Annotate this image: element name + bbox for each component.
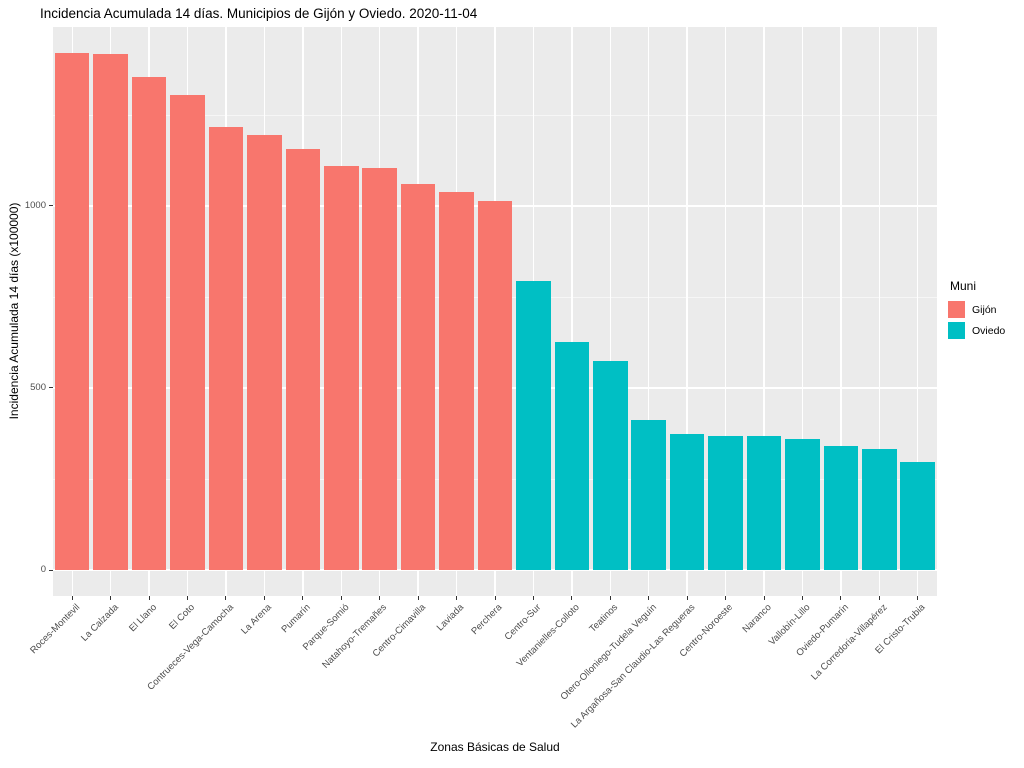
x-axis-tick-mark bbox=[225, 596, 227, 600]
legend-item-label: Oviedo bbox=[972, 324, 1006, 337]
x-axis-title: Zonas Básicas de Salud bbox=[430, 740, 560, 754]
x-axis-tick-mark bbox=[686, 596, 688, 600]
x-axis-tick-label: Roces-Montevil bbox=[27, 602, 82, 657]
x-axis-tick-mark bbox=[456, 596, 458, 600]
grid-line-vertical bbox=[801, 27, 804, 596]
bar-oviedo bbox=[516, 280, 551, 571]
bar-oviedo bbox=[669, 433, 705, 571]
legend-key-swatch bbox=[948, 301, 965, 318]
x-axis-tick-label: La Arena bbox=[239, 602, 275, 637]
x-axis-tick-mark bbox=[801, 596, 803, 600]
bar-oviedo bbox=[708, 436, 743, 571]
x-axis-tick-label: El Llano bbox=[126, 602, 159, 635]
x-axis-tick-label: La Corredoria-Villapérez bbox=[808, 602, 890, 683]
x-axis-tick-mark bbox=[417, 596, 419, 600]
y-axis-tick-label: 500 bbox=[30, 381, 46, 393]
y-axis-tick-mark bbox=[49, 569, 53, 571]
grid-line-vertical bbox=[840, 27, 842, 596]
x-axis-tick-mark bbox=[302, 596, 304, 600]
x-axis-tick-mark bbox=[71, 596, 73, 600]
x-axis-tick-mark bbox=[725, 596, 727, 600]
grid-line-vertical bbox=[878, 27, 881, 596]
x-axis-tick-mark bbox=[532, 596, 534, 600]
x-axis-tick-label: Pumarín bbox=[279, 602, 313, 636]
x-axis-tick-mark bbox=[763, 596, 765, 600]
x-axis-tick-mark bbox=[110, 596, 112, 600]
x-axis-tick-label: Perchera bbox=[469, 602, 505, 638]
x-axis-tick-mark bbox=[148, 596, 150, 600]
grid-line-vertical bbox=[686, 27, 688, 596]
x-axis-tick-mark bbox=[187, 596, 189, 600]
x-axis-tick-mark bbox=[648, 596, 650, 600]
legend: Muni Gijón Oviedo bbox=[948, 279, 1005, 343]
legend-item: Oviedo bbox=[948, 322, 1005, 339]
bar-oviedo bbox=[593, 361, 628, 571]
x-axis-tick-mark bbox=[917, 596, 919, 600]
x-axis-tick-mark bbox=[494, 596, 496, 600]
x-axis-tick-mark bbox=[340, 596, 342, 600]
bar-gijón bbox=[170, 95, 205, 571]
x-axis-tick-mark bbox=[840, 596, 842, 600]
grid-line-vertical bbox=[571, 27, 573, 596]
x-axis-tick-mark bbox=[609, 596, 611, 600]
bar-gijón bbox=[93, 54, 128, 571]
bar-oviedo bbox=[900, 461, 936, 571]
legend-key-swatch bbox=[948, 322, 965, 339]
bar-oviedo bbox=[746, 436, 782, 571]
x-axis-tick-label: Centro-Sur bbox=[502, 602, 544, 643]
bar-oviedo bbox=[554, 342, 590, 571]
x-axis-tick-label: La Calzada bbox=[78, 602, 121, 644]
y-axis-tick-mark bbox=[49, 205, 53, 207]
bar-gijón bbox=[247, 134, 282, 571]
bar-oviedo bbox=[785, 439, 820, 571]
x-axis-tick-mark bbox=[379, 596, 381, 600]
bar-gijón bbox=[439, 192, 474, 571]
bar-gijón bbox=[400, 184, 436, 571]
x-axis-tick-label: Teatinos bbox=[587, 602, 621, 635]
y-axis-tick-label: 0 bbox=[40, 564, 46, 576]
bar-oviedo bbox=[631, 420, 667, 571]
bar-gijón bbox=[285, 148, 321, 571]
x-axis-tick-label: El Coto bbox=[167, 602, 198, 632]
x-axis-tick-label: Natahoyo-Tremañes bbox=[320, 602, 390, 671]
legend-items: Gijón Oviedo bbox=[948, 301, 1005, 339]
bar-gijón bbox=[131, 77, 167, 571]
bar-gijón bbox=[477, 200, 513, 571]
x-axis-tick-label: Laviada bbox=[435, 602, 467, 634]
x-axis-tick-label: Naranco bbox=[740, 602, 774, 636]
x-axis-tick-mark bbox=[878, 596, 880, 600]
y-axis-tick-label: 1000 bbox=[24, 199, 46, 211]
grid-line-vertical bbox=[917, 27, 919, 596]
plot-panel bbox=[53, 27, 937, 596]
grid-line-vertical bbox=[763, 27, 765, 596]
x-axis-tick-mark bbox=[263, 596, 265, 600]
y-axis-tick-mark bbox=[49, 387, 53, 389]
legend-title: Muni bbox=[950, 279, 977, 293]
grid-line-vertical bbox=[648, 27, 650, 596]
legend-item-label: Gijón bbox=[972, 303, 997, 316]
legend-item: Gijón bbox=[948, 301, 1005, 318]
bar-gijón bbox=[208, 127, 244, 571]
bar-oviedo bbox=[862, 448, 897, 571]
grid-line-vertical bbox=[609, 27, 611, 596]
bar-oviedo bbox=[823, 445, 859, 571]
bar-gijón bbox=[362, 168, 397, 571]
bar-gijón bbox=[54, 52, 90, 571]
x-axis-tick-mark bbox=[571, 596, 573, 600]
chart-title: Incidencia Acumulada 14 días. Municipios… bbox=[40, 6, 478, 21]
bar-gijón bbox=[323, 165, 359, 571]
grid-line-vertical bbox=[724, 27, 727, 596]
